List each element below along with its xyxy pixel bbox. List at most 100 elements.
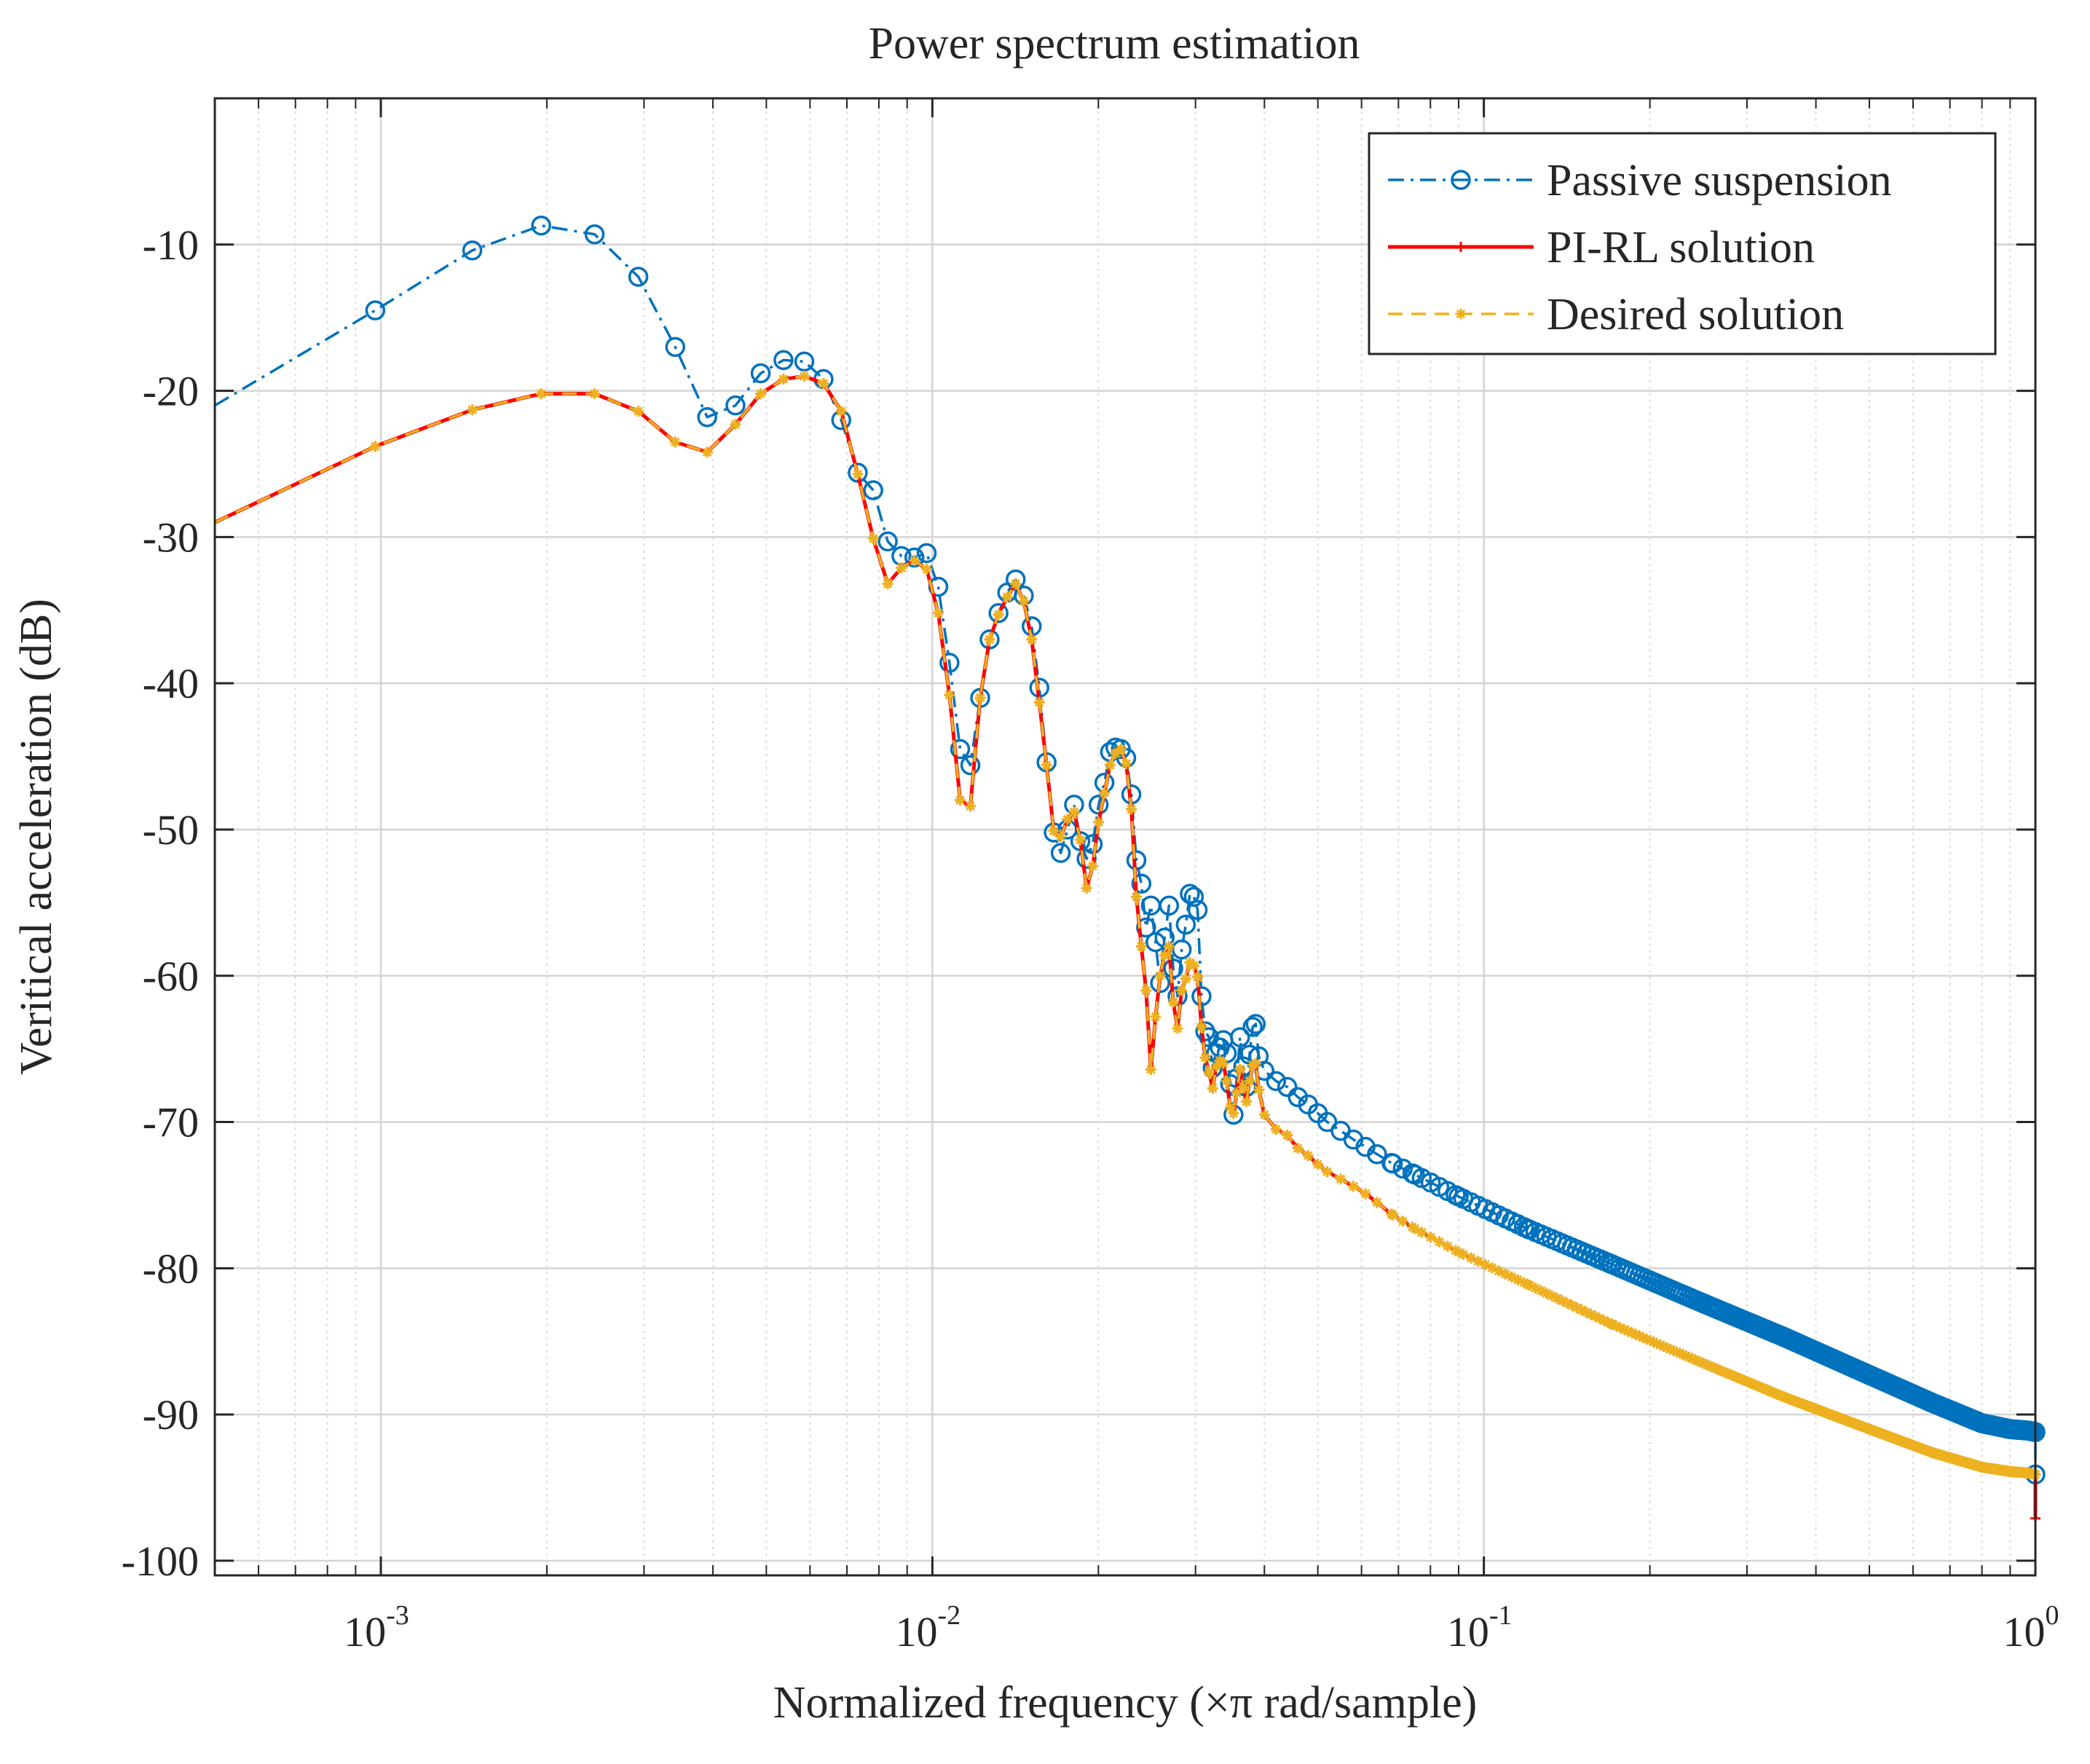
x-axis-label: Normalized frequency (×π rad/sample) — [773, 1678, 1478, 1728]
data-point-marker — [1210, 1060, 1222, 1072]
data-point-marker — [1099, 787, 1111, 799]
data-point-marker — [1050, 843, 1071, 863]
data-point-marker — [1068, 806, 1080, 818]
data-point-marker — [1407, 1221, 1419, 1233]
data-point-marker — [1302, 1150, 1314, 1162]
data-point-marker — [1382, 1153, 1403, 1174]
data-point-marker — [750, 363, 771, 384]
data-point-marker — [1367, 1143, 1387, 1165]
data-point-marker — [1183, 886, 1204, 907]
data-point-marker — [1018, 596, 1030, 607]
data-point-marker — [974, 692, 986, 704]
data-point-marker — [1159, 895, 1180, 916]
data-point-marker — [1192, 972, 1204, 983]
data-point-marker — [878, 531, 898, 552]
data-point-marker — [1176, 985, 1188, 996]
y-tick-label: -60 — [143, 953, 199, 1000]
data-point-marker — [365, 300, 386, 320]
data-point-marker — [1135, 941, 1147, 953]
data-point-marker — [1433, 1236, 1445, 1248]
data-point-marker — [852, 468, 864, 480]
data-point-marker — [1239, 1044, 1260, 1065]
data-point-marker — [909, 555, 920, 567]
data-point-marker — [1648, 1336, 1660, 1348]
data-point-marker — [633, 406, 644, 417]
data-point-marker — [944, 689, 955, 701]
data-point-marker — [1026, 634, 1038, 645]
data-point-marker — [1287, 1087, 1309, 1108]
data-point-marker — [950, 739, 971, 760]
data-point-marker — [1237, 1081, 1249, 1092]
data-point-marker — [1188, 960, 1199, 972]
data-point-marker — [954, 795, 966, 806]
data-point-marker — [1087, 860, 1098, 872]
data-point-marker — [1196, 1021, 1207, 1033]
data-point-marker — [932, 607, 944, 619]
data-point-marker — [369, 441, 381, 452]
data-point-marker — [1081, 882, 1092, 894]
data-point-marker — [669, 436, 681, 448]
y-tick-label: -30 — [143, 513, 199, 561]
data-point-marker — [1402, 1163, 1423, 1184]
data-point-marker — [1199, 1027, 1219, 1047]
data-point-marker — [1644, 1335, 1656, 1347]
data-point-marker — [1371, 1197, 1383, 1208]
x-tick-label: 10-2 — [895, 1600, 961, 1655]
data-point-marker — [1451, 170, 1471, 190]
data-point-marker — [1697, 1358, 1709, 1369]
data-point-marker — [1686, 1352, 1697, 1364]
data-point-marker — [730, 419, 741, 430]
data-point-marker — [965, 800, 977, 812]
y-tick-label: -100 — [122, 1537, 199, 1585]
data-point-marker — [1695, 1356, 1706, 1368]
data-point-marker — [1658, 1341, 1670, 1352]
data-point-marker — [1465, 1252, 1477, 1264]
x-tick-label: 100 — [2003, 1600, 2059, 1655]
data-point-marker — [1480, 1259, 1491, 1270]
data-point-marker — [1180, 883, 1200, 905]
data-point-marker — [1150, 1011, 1162, 1023]
data-point-marker — [939, 653, 960, 673]
data-point-marker — [1626, 1327, 1638, 1339]
data-point-marker — [1651, 1338, 1663, 1350]
data-point-marker — [1199, 1052, 1211, 1063]
data-point-marker — [882, 578, 894, 590]
data-point-marker — [1655, 1339, 1666, 1351]
data-point-marker — [1594, 1312, 1606, 1324]
data-point-marker — [1104, 760, 1116, 771]
data-point-marker — [1270, 1124, 1282, 1135]
y-tick-label: -80 — [143, 1245, 199, 1292]
y-tick-label: -10 — [143, 221, 199, 269]
y-tick-label: -40 — [143, 660, 199, 707]
data-point-marker — [1062, 814, 1073, 825]
data-point-marker — [1250, 1058, 1261, 1069]
data-point-marker — [1689, 1354, 1700, 1366]
data-point-marker — [1506, 1271, 1518, 1283]
data-point-marker — [773, 350, 794, 371]
data-point-marker — [1602, 1317, 1614, 1328]
data-point-marker — [1611, 1320, 1622, 1332]
data-point-marker — [1292, 1143, 1304, 1154]
y-tick-label: -70 — [143, 1099, 199, 1146]
data-point-marker — [798, 371, 810, 382]
data-point-marker — [1131, 873, 1152, 894]
data-point-marker — [1551, 1293, 1563, 1304]
data-point-marker — [1163, 958, 1183, 979]
series-group — [213, 215, 2046, 1524]
data-point-marker — [1224, 1101, 1236, 1113]
data-point-marker — [1048, 825, 1060, 837]
data-point-marker — [1140, 985, 1152, 996]
data-point-marker — [1187, 899, 1208, 921]
data-point-marker — [628, 267, 649, 287]
data-point-marker — [1387, 1209, 1399, 1221]
ticks: 10-3 10-2 10-1 100 -10 -20 -30 -40 -50 -60 -70 -80 -… — [122, 98, 2059, 1655]
data-point-marker — [1416, 1226, 1427, 1238]
data-point-marker — [1041, 760, 1052, 771]
data-point-marker — [1322, 1166, 1333, 1178]
data-point-marker — [1216, 1043, 1237, 1063]
series-passive-suspension — [214, 215, 2046, 1485]
legend-label: Desired solution — [1547, 290, 1844, 339]
data-point-marker — [988, 603, 1009, 623]
data-point-marker — [916, 543, 937, 564]
data-point-marker — [1680, 1350, 1692, 1362]
